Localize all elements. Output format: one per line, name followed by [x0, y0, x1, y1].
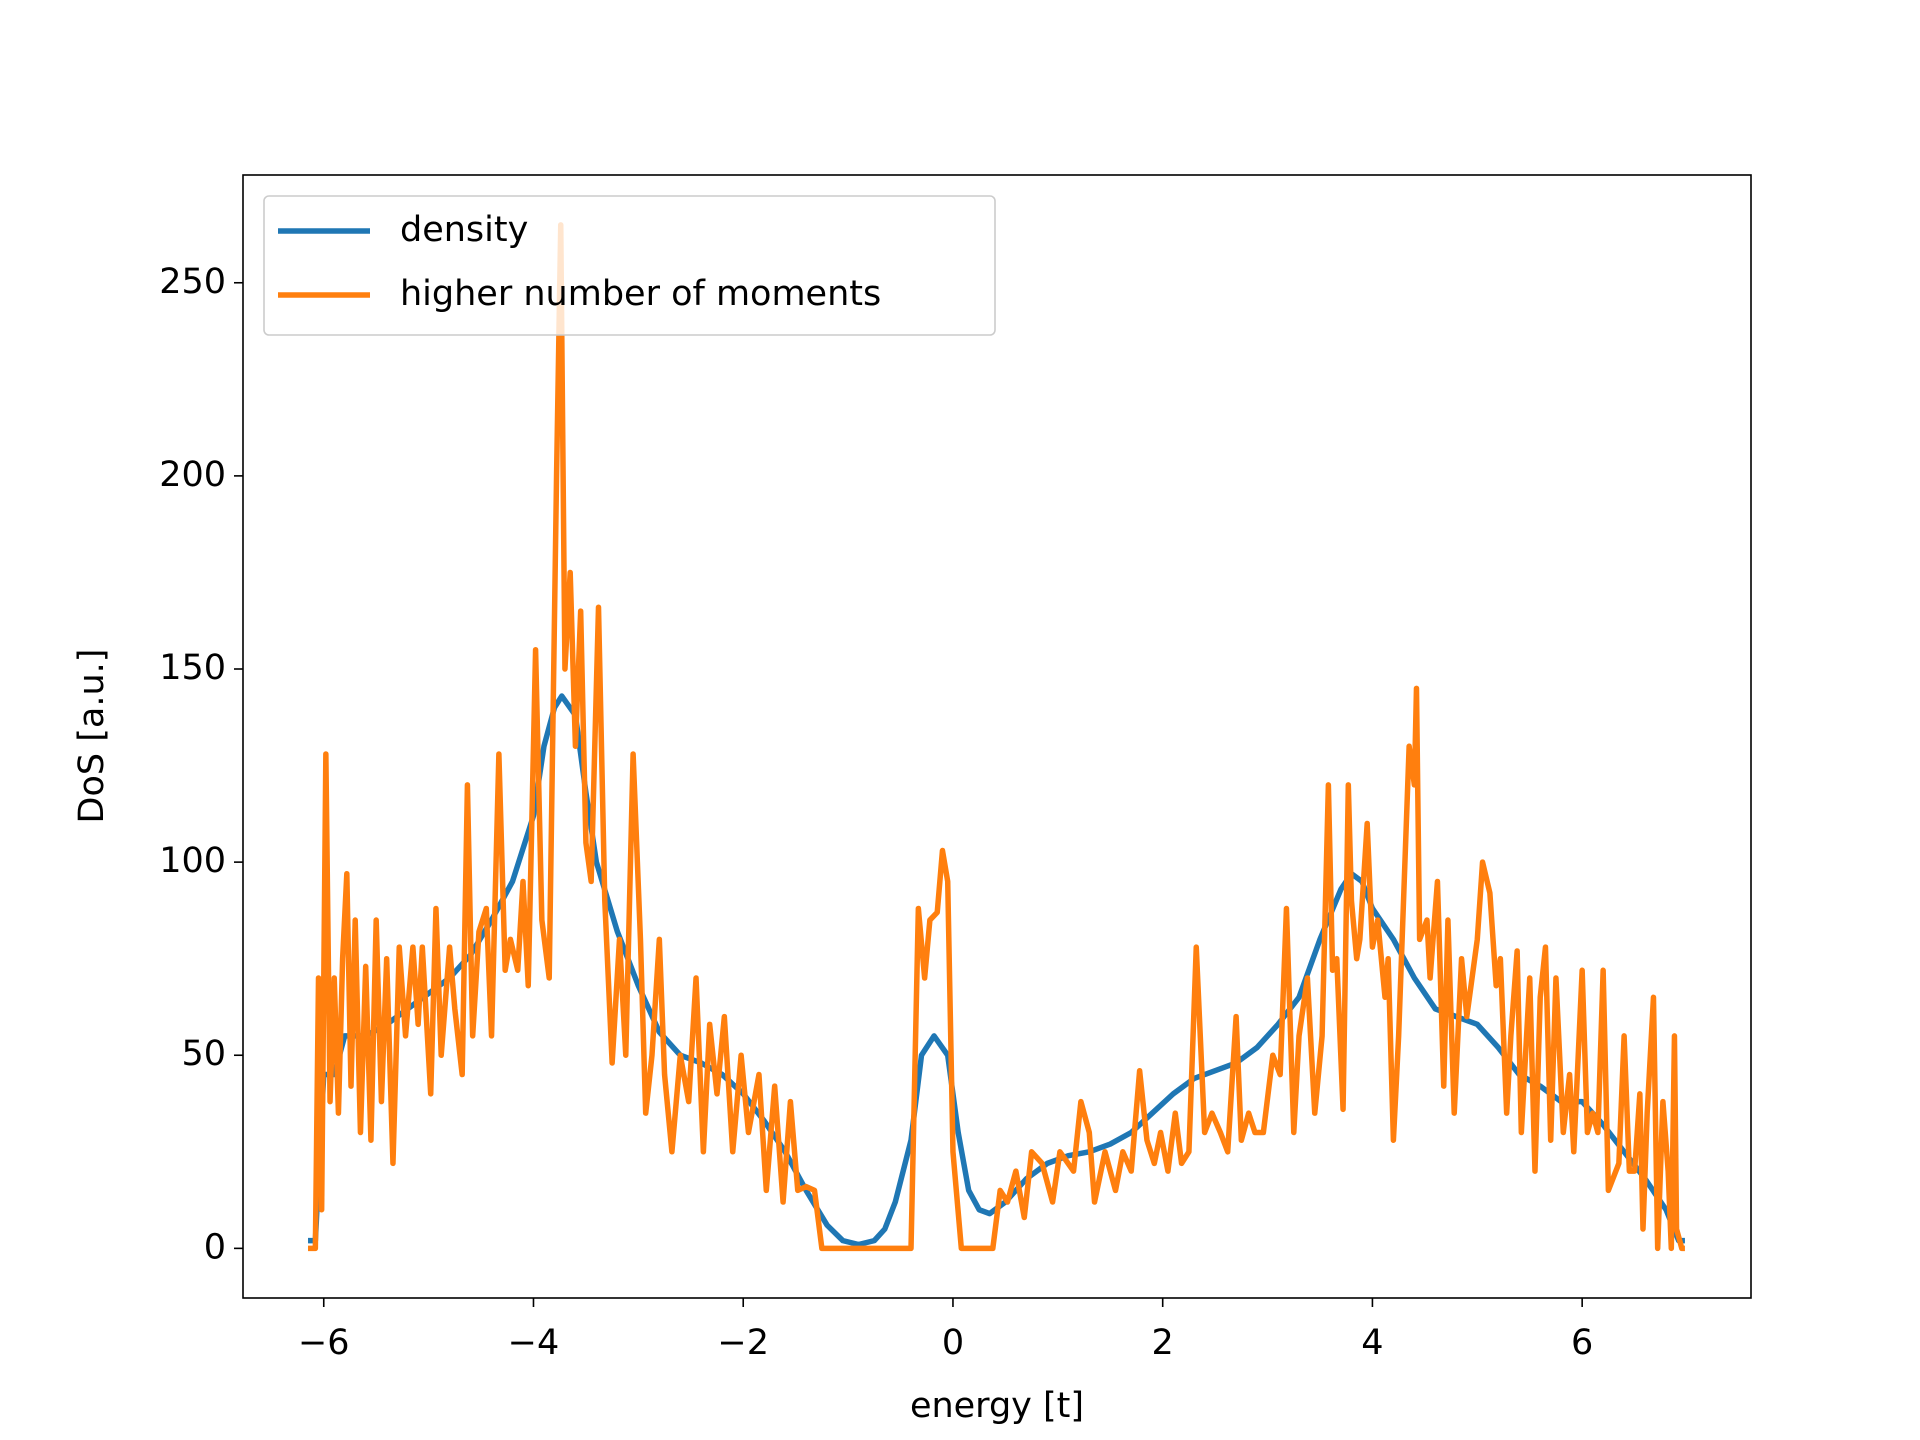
plot-area: −6 −4 −2 0 2 4 6 0 50 100 150 200 250 density higher n… [159, 174, 1752, 1363]
y-tick-label: 100 [159, 841, 226, 881]
x-tick-label: −6 [298, 1323, 350, 1363]
y-axis-label: DoS [a.u.] [72, 649, 112, 824]
axes-frame [242, 174, 1752, 1299]
x-tick-label: −2 [717, 1323, 769, 1363]
legend-label: higher number of moments [400, 274, 881, 314]
legend-box [263, 195, 996, 336]
y-tick-label: 50 [181, 1034, 226, 1074]
y-tick-label: 0 [204, 1227, 226, 1267]
y-tick-label: 200 [159, 455, 226, 495]
x-tick-label: 0 [942, 1323, 964, 1363]
x-axis-label: energy [t] [910, 1386, 1084, 1426]
legend-label: density [400, 210, 528, 250]
x-tick-label: 6 [1571, 1323, 1593, 1363]
series-line [308, 222, 1685, 1252]
x-tick-label: 2 [1152, 1323, 1174, 1363]
x-tick-label: 4 [1361, 1323, 1383, 1363]
x-tick-label: −4 [508, 1323, 560, 1363]
y-tick-label: 250 [159, 262, 226, 302]
y-tick-label: 150 [159, 648, 226, 688]
